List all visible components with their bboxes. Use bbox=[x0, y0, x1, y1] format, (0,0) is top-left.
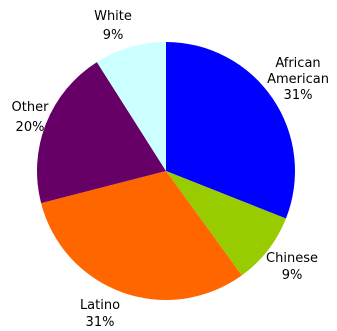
label-white-name: White bbox=[94, 9, 132, 24]
label-latino: Latino 31% bbox=[80, 298, 120, 330]
label-chinese-value: 9% bbox=[282, 268, 303, 283]
label-african-american-name-1: African bbox=[275, 56, 320, 71]
label-african-american-name-2: American bbox=[267, 72, 329, 87]
label-chinese-name: Chinese bbox=[266, 251, 318, 266]
label-other-name: Other bbox=[12, 100, 50, 115]
pie-slice-other bbox=[36, 62, 166, 204]
label-latino-value: 31% bbox=[86, 315, 115, 330]
label-white: White 9% bbox=[94, 9, 132, 43]
pie-slice-chinese bbox=[166, 171, 286, 276]
label-african-american: African American 31% bbox=[267, 56, 329, 103]
label-white-value: 9% bbox=[103, 28, 124, 43]
label-latino-name: Latino bbox=[80, 298, 120, 313]
pie-slice-latino bbox=[41, 171, 242, 300]
pie-slices bbox=[36, 42, 295, 300]
label-other-value: 20% bbox=[16, 120, 45, 135]
label-other: Other 20% bbox=[12, 100, 50, 135]
pie-slice-african-american bbox=[166, 42, 295, 219]
label-chinese: Chinese 9% bbox=[266, 251, 318, 283]
label-african-american-value: 31% bbox=[284, 88, 313, 103]
pie-slice-white bbox=[96, 42, 166, 171]
